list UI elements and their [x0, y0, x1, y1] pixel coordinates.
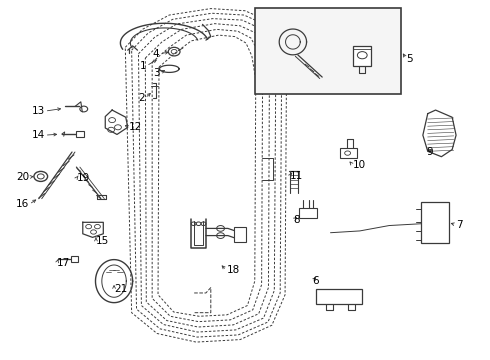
Text: 4: 4 — [153, 49, 159, 59]
Text: 16: 16 — [16, 199, 29, 210]
Text: 8: 8 — [293, 215, 299, 225]
Text: 6: 6 — [313, 276, 319, 286]
Bar — [316, 289, 362, 304]
Text: 7: 7 — [456, 220, 463, 230]
Text: 15: 15 — [96, 236, 109, 246]
Bar — [340, 148, 357, 158]
Text: 14: 14 — [31, 130, 45, 140]
Text: 10: 10 — [352, 160, 366, 170]
Text: 5: 5 — [406, 54, 413, 64]
Text: 20: 20 — [16, 172, 29, 182]
Text: 11: 11 — [290, 171, 303, 181]
Bar — [255, 8, 401, 94]
Text: 9: 9 — [427, 147, 433, 157]
Text: 13: 13 — [31, 106, 45, 116]
Text: 17: 17 — [57, 258, 70, 268]
Text: 1: 1 — [140, 61, 147, 71]
Text: 18: 18 — [226, 265, 240, 275]
Text: 12: 12 — [129, 122, 142, 132]
Text: 2: 2 — [138, 93, 145, 103]
Text: 3: 3 — [153, 68, 159, 78]
Bar — [76, 131, 84, 137]
Bar — [234, 226, 246, 242]
Bar — [299, 208, 318, 218]
Text: 21: 21 — [114, 284, 127, 294]
Bar — [421, 202, 449, 243]
Bar — [353, 46, 371, 66]
Bar — [71, 256, 78, 262]
Text: 19: 19 — [76, 173, 90, 183]
